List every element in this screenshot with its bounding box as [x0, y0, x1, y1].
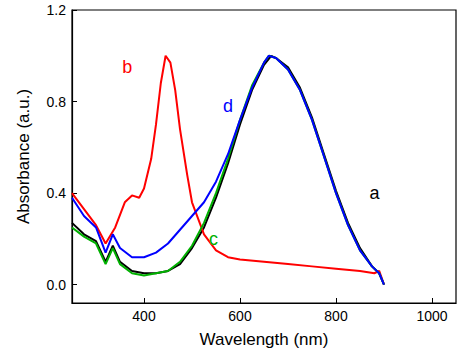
svg-text:600: 600 [228, 308, 252, 324]
svg-text:1.2: 1.2 [47, 2, 67, 18]
svg-text:c: c [209, 229, 218, 249]
svg-text:1000: 1000 [416, 308, 447, 324]
svg-text:0.8: 0.8 [47, 94, 67, 110]
svg-text:d: d [223, 96, 233, 116]
svg-text:Absorbance (a.u.): Absorbance (a.u.) [14, 89, 33, 224]
svg-text:0.0: 0.0 [47, 277, 67, 293]
svg-text:Wavelength (nm): Wavelength (nm) [200, 330, 329, 349]
svg-text:800: 800 [324, 308, 348, 324]
svg-text:0.4: 0.4 [47, 185, 67, 201]
svg-text:400: 400 [132, 308, 156, 324]
svg-text:a: a [369, 183, 380, 203]
svg-text:b: b [122, 57, 132, 77]
